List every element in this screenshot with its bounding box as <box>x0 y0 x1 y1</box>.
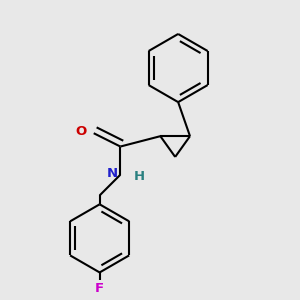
Text: F: F <box>95 282 104 295</box>
Text: N: N <box>107 167 118 180</box>
Text: H: H <box>134 170 145 183</box>
Text: O: O <box>75 125 86 138</box>
